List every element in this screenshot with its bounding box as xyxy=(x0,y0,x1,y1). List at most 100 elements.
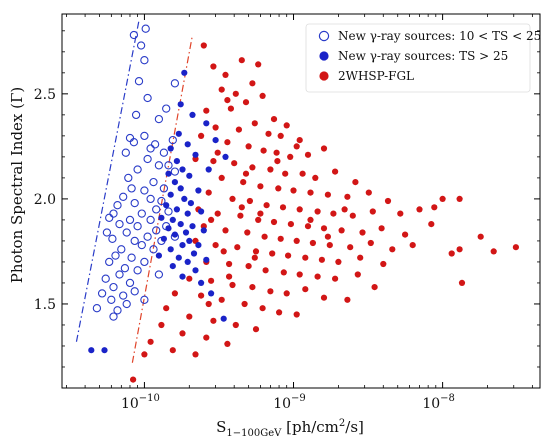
series-2-point-16 xyxy=(251,120,258,127)
series-2-point-117 xyxy=(320,294,328,301)
series-2-point-56 xyxy=(349,212,356,219)
series-1-point-35 xyxy=(175,254,182,261)
series-0-point-68 xyxy=(107,295,116,304)
series-2-point-89 xyxy=(212,242,219,249)
x-axis-label-main: S xyxy=(216,418,226,436)
series-0-point-25 xyxy=(159,184,169,193)
data-points xyxy=(88,24,520,383)
series-0-point-24 xyxy=(149,177,158,187)
series-1-point-16 xyxy=(187,200,194,207)
series-1-point-30 xyxy=(186,237,193,244)
series-1-point-19 xyxy=(184,210,191,217)
series-2-point-66 xyxy=(304,223,312,230)
series-2-point-65 xyxy=(287,221,294,228)
series-2-point-29 xyxy=(210,158,217,165)
series-2-point-154 xyxy=(341,206,348,213)
sensitivity-line-0 xyxy=(75,20,140,342)
series-1-point-1 xyxy=(177,101,184,108)
series-0-point-38 xyxy=(146,215,155,225)
series-2-point-2 xyxy=(222,71,229,78)
series-0-point-7 xyxy=(162,104,171,113)
series-2-point-20 xyxy=(198,132,205,139)
series-2-point-115 xyxy=(283,290,290,297)
series-1-point-43 xyxy=(208,290,215,297)
series-0-point-70 xyxy=(113,306,122,315)
series-2-point-13 xyxy=(283,122,290,129)
series-2-point-81 xyxy=(347,244,354,251)
series-2-point-85 xyxy=(448,250,455,257)
series-1-point-34 xyxy=(190,250,198,257)
series-1-point-49 xyxy=(88,347,95,354)
series-2-point-19 xyxy=(296,137,303,144)
series-1-point-42 xyxy=(198,279,205,286)
series-0-point-63 xyxy=(125,278,135,288)
series-2-point-49 xyxy=(229,195,236,202)
series-1-point-3 xyxy=(175,130,182,137)
series-2-point-97 xyxy=(357,254,364,261)
series-2-point-48 xyxy=(205,189,212,196)
series-1-point-4 xyxy=(184,141,191,148)
series-2-point-44 xyxy=(324,191,331,198)
series-2-point-114 xyxy=(267,288,274,295)
series-2-point-129 xyxy=(210,317,217,324)
series-0-point-14 xyxy=(150,140,160,149)
series-0-point-53 xyxy=(149,245,158,254)
series-0-point-26 xyxy=(127,184,136,193)
series-2-point-34 xyxy=(299,170,306,177)
series-2-point-142 xyxy=(456,195,463,202)
series-2-point-7 xyxy=(249,80,256,87)
series-1-point-11 xyxy=(171,179,178,186)
series-2-point-31 xyxy=(249,164,256,171)
series-2-point-99 xyxy=(456,246,463,253)
series-2-point-94 xyxy=(302,254,309,261)
series-1-point-38 xyxy=(203,256,210,263)
series-2-point-10 xyxy=(242,99,250,106)
series-0-point-48 xyxy=(130,236,139,246)
series-2-point-122 xyxy=(218,296,225,303)
x-tick-label-0: 10−10 xyxy=(121,393,160,412)
series-1-point-6 xyxy=(192,151,199,158)
series-2-point-107 xyxy=(332,275,339,282)
series-2-point-64 xyxy=(270,218,278,226)
series-0-point-64 xyxy=(109,282,118,292)
sensitivity-line-1 xyxy=(131,34,194,363)
series-1-point-15 xyxy=(181,195,188,202)
series-0-point-16 xyxy=(168,135,177,145)
series-2-point-5 xyxy=(218,86,225,93)
series-0-point-17 xyxy=(121,148,130,157)
sensitivity-lines xyxy=(75,20,194,363)
series-2-point-148 xyxy=(242,170,250,177)
series-0-point-61 xyxy=(154,270,164,279)
series-2-point-30 xyxy=(231,160,238,167)
series-2-point-147 xyxy=(220,248,227,255)
series-2-point-4 xyxy=(255,61,262,68)
series-2-point-79 xyxy=(309,239,316,247)
series-2-point-105 xyxy=(296,271,303,278)
series-2-point-131 xyxy=(252,326,260,333)
series-0-point-58 xyxy=(120,264,130,273)
series-0-point-40 xyxy=(115,219,124,229)
series-0-point-45 xyxy=(122,228,131,237)
legend-marker-red-dot xyxy=(319,71,329,81)
series-1-point-14 xyxy=(167,191,174,198)
series-2-point-35 xyxy=(312,174,319,181)
series-2-point-53 xyxy=(296,206,303,213)
series-2-point-17 xyxy=(265,130,272,137)
series-0-point-44 xyxy=(102,228,112,237)
series-2-point-124 xyxy=(259,305,266,312)
series-1-point-36 xyxy=(155,252,162,259)
series-1-point-29 xyxy=(160,235,167,242)
series-0-point-31 xyxy=(130,198,139,208)
series-2-point-149 xyxy=(257,210,264,217)
series-0-point-28 xyxy=(119,192,128,201)
series-2-point-82 xyxy=(367,239,374,247)
series-0-point-13 xyxy=(146,144,155,153)
series-1-point-22 xyxy=(169,216,176,223)
series-0-point-60 xyxy=(115,270,124,279)
series-2-point-80 xyxy=(326,242,333,249)
series-2-point-54 xyxy=(314,208,321,215)
series-1-point-44 xyxy=(220,315,227,322)
series-2-point-42 xyxy=(290,187,297,194)
series-2-point-104 xyxy=(280,269,287,276)
legend: New γ-ray sources: 10 < TS < 25 New γ-ra… xyxy=(305,23,541,93)
